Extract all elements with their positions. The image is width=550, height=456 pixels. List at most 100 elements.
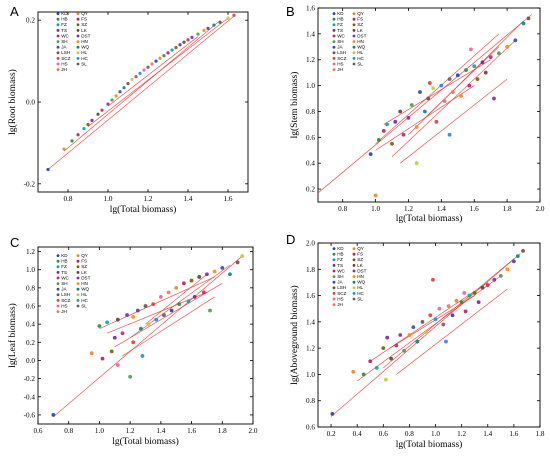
legend-entry: HS bbox=[61, 61, 67, 66]
legend-entry: HN bbox=[357, 274, 364, 279]
data-point bbox=[488, 55, 493, 60]
data-point bbox=[162, 54, 166, 58]
fit-line bbox=[383, 59, 491, 125]
data-point bbox=[414, 161, 419, 166]
fit-line bbox=[129, 264, 231, 339]
y-axis-title: lg(Root biomass) bbox=[7, 69, 18, 135]
data-point bbox=[414, 125, 419, 129]
data-point bbox=[472, 291, 477, 295]
data-point bbox=[368, 359, 373, 364]
legend-entry: LK bbox=[357, 263, 364, 268]
data-point bbox=[128, 374, 133, 379]
x-tick-label: 1.2 bbox=[457, 430, 466, 438]
legend-entry: HL bbox=[357, 50, 363, 55]
x-tick-label: 1.0 bbox=[431, 430, 440, 438]
x-tick-label: 0.4 bbox=[353, 430, 362, 438]
data-point bbox=[384, 377, 388, 382]
legend-entry: JA bbox=[61, 287, 67, 292]
legend-entry: HN bbox=[81, 39, 88, 44]
fit-line bbox=[107, 36, 199, 107]
legend-entry: SZ bbox=[81, 22, 87, 27]
y-tick-label: 0.0 bbox=[26, 99, 35, 107]
y-tick-label: 0.6 bbox=[306, 134, 315, 142]
data-point bbox=[409, 103, 414, 107]
legend-marker bbox=[352, 29, 356, 32]
legend-marker bbox=[56, 57, 60, 60]
x-tick-label: 1.2 bbox=[144, 195, 153, 203]
data-point bbox=[186, 299, 191, 304]
legend-entry: HL bbox=[81, 50, 87, 55]
data-point bbox=[511, 259, 516, 264]
data-point bbox=[212, 23, 216, 27]
legend-entry: HC bbox=[357, 56, 364, 61]
x-tick-label: 1.4 bbox=[437, 205, 446, 213]
legend-marker bbox=[352, 292, 356, 295]
legend-entry: FS bbox=[81, 17, 87, 22]
data-point bbox=[178, 43, 182, 47]
data-point bbox=[162, 313, 166, 317]
data-point bbox=[505, 44, 510, 49]
legend-marker bbox=[332, 57, 336, 60]
fit-line bbox=[145, 273, 208, 325]
y-tick-label: 1.2 bbox=[306, 56, 315, 64]
legend-entry: SCZ bbox=[337, 56, 346, 61]
legend-entry: JH bbox=[61, 309, 67, 314]
fit-line bbox=[106, 292, 208, 334]
legend-marker bbox=[56, 259, 60, 263]
y-tick-label: 1.6 bbox=[306, 292, 315, 300]
legend-marker bbox=[56, 62, 60, 66]
data-point bbox=[186, 38, 190, 42]
data-point bbox=[138, 326, 143, 331]
fit-line bbox=[53, 255, 243, 418]
data-point bbox=[135, 308, 140, 313]
data-point bbox=[498, 273, 503, 278]
data-point bbox=[146, 65, 150, 69]
legend-marker bbox=[352, 34, 356, 38]
legend-marker bbox=[352, 12, 356, 16]
plot-frame bbox=[317, 242, 541, 428]
data-point bbox=[150, 62, 154, 66]
data-point bbox=[154, 59, 158, 63]
data-point bbox=[89, 351, 94, 356]
legend-entry: LSH bbox=[61, 292, 70, 297]
legend-marker bbox=[332, 264, 336, 267]
plot-frame bbox=[37, 11, 249, 193]
data-point bbox=[118, 90, 122, 94]
x-tick-label: 1.6 bbox=[187, 427, 196, 435]
data-point bbox=[422, 109, 427, 114]
legend-entry: DST bbox=[81, 33, 90, 38]
data-point bbox=[427, 81, 432, 85]
data-point bbox=[398, 333, 403, 337]
data-point bbox=[182, 40, 186, 44]
data-point bbox=[459, 94, 463, 98]
data-point bbox=[126, 81, 130, 86]
legend-marker bbox=[76, 287, 80, 291]
data-point bbox=[407, 333, 412, 337]
plot-frame bbox=[37, 246, 254, 425]
legend-entry: WC bbox=[337, 33, 345, 38]
data-point bbox=[105, 320, 110, 325]
legend-marker bbox=[76, 271, 80, 274]
legend-marker bbox=[56, 282, 60, 285]
data-point bbox=[444, 339, 448, 344]
fit-line bbox=[356, 275, 502, 382]
data-point bbox=[86, 122, 90, 127]
y-tick-label: 1.0 bbox=[306, 371, 315, 379]
x-tick-label: 1.4 bbox=[156, 427, 165, 435]
legend-marker bbox=[76, 23, 80, 27]
data-point bbox=[51, 413, 56, 417]
legend-marker bbox=[56, 293, 60, 297]
data-point bbox=[390, 141, 394, 146]
data-point bbox=[120, 331, 125, 336]
data-point bbox=[166, 51, 170, 55]
data-point bbox=[434, 119, 439, 124]
y-tick-label: 0.6 bbox=[26, 303, 35, 311]
legend-entry: SH bbox=[337, 39, 343, 44]
data-point bbox=[130, 77, 134, 82]
legend-marker bbox=[352, 258, 356, 262]
legend-marker bbox=[332, 252, 336, 256]
y-tick-label: 1.4 bbox=[306, 318, 315, 326]
data-point bbox=[131, 314, 136, 319]
legend-marker bbox=[332, 62, 336, 66]
